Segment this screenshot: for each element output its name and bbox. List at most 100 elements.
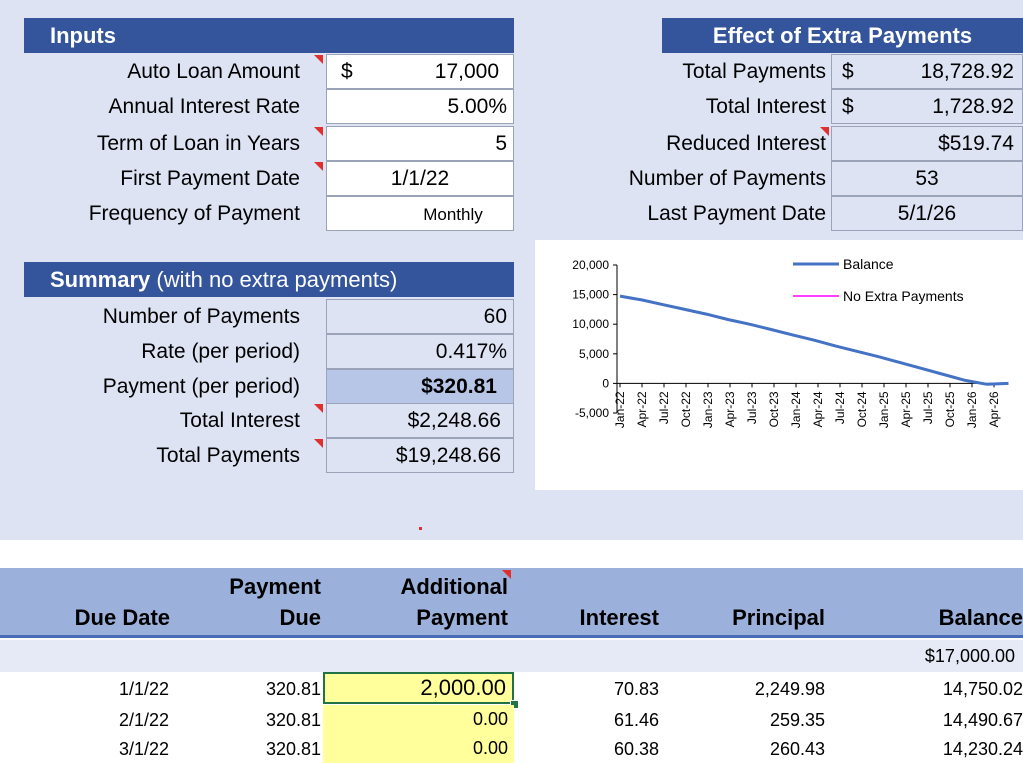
balance-chart-svg: 20,000 15,000 10,000 5,000 0 -5,000 Jan-22 Apr-…	[572, 256, 1009, 428]
payment-per-period-cell[interactable]: $320.81	[326, 369, 514, 404]
summary-total-payments-label: Total Payments	[156, 444, 300, 467]
x-tick-label: Oct-24	[855, 391, 869, 427]
x-tick-label: Jan-22	[613, 391, 627, 428]
cell-additional-payment-selected[interactable]: 2,000.00	[323, 672, 514, 704]
y-tick-label: -5,000	[575, 406, 609, 420]
col-additional-payment-header-line2: Payment	[416, 605, 508, 630]
x-tick-label: Jan-23	[701, 391, 715, 428]
table-row: 1/1/22 320.81 2,000.00 70.83 2,249.98 14…	[0, 672, 1023, 709]
amortization-table-header: Due Date Payment Due Additional Payment …	[0, 568, 1023, 638]
x-tick-label: Jan-25	[877, 391, 891, 428]
summary-total-payments-cell[interactable]: $19,248.66	[326, 438, 514, 473]
annual-interest-rate-input[interactable]: 5.00%	[326, 89, 514, 124]
cell-additional-payment[interactable]: 0.00	[323, 705, 514, 734]
frequency-label: Frequency of Payment	[88, 202, 300, 225]
cell-additional-payment[interactable]: 0.00	[323, 734, 514, 763]
selection-marker	[419, 527, 422, 530]
first-payment-date-label: First Payment Date	[120, 167, 300, 190]
rate-per-period-cell[interactable]: 0.417%	[326, 334, 514, 369]
effect-total-payments-value: 18,728.92	[920, 60, 1014, 83]
effect-number-of-payments-cell[interactable]: 53	[831, 161, 1023, 196]
x-tick-label: Apr-24	[811, 391, 825, 427]
starting-balance-row: $17,000.00	[0, 640, 1023, 672]
x-tick-label: Jul-24	[833, 391, 847, 424]
last-payment-date-cell[interactable]: 5/1/26	[831, 196, 1023, 231]
cell-due-date[interactable]: 1/1/22	[118, 679, 169, 699]
y-tick-label: 10,000	[572, 317, 609, 331]
total-payments-label: Total Payments	[682, 60, 826, 83]
effect-total-payments-cell[interactable]: $ 18,728.92	[831, 54, 1023, 89]
y-tick-label: 5,000	[579, 347, 609, 361]
cell-principal[interactable]: 259.35	[769, 710, 825, 730]
x-tick-label: Jan-26	[965, 391, 979, 428]
comment-indicator	[314, 55, 323, 64]
comment-indicator	[314, 404, 323, 413]
last-payment-date-label: Last Payment Date	[647, 202, 826, 225]
col-payment-due-header-line2: Due	[279, 605, 321, 630]
calculator-area: Inputs Auto Loan Amount $ 17,000 Annual …	[0, 0, 1023, 540]
summary-number-of-payments-label: Number of Payments	[102, 305, 300, 328]
auto-loan-amount-input[interactable]: $ 17,000	[326, 54, 514, 89]
frequency-select[interactable]: Monthly	[326, 196, 514, 231]
x-tick-label: Jan-24	[789, 391, 803, 428]
col-principal-header: Principal	[732, 605, 825, 630]
cell-payment-due[interactable]: 320.81	[265, 679, 321, 699]
summary-subtitle: (with no extra payments)	[150, 267, 398, 292]
col-interest-header: Interest	[579, 605, 659, 630]
col-due-date-header: Due Date	[74, 605, 170, 630]
x-tick-label: Oct-25	[943, 391, 957, 427]
col-additional-payment-header-line1: Additional	[400, 574, 508, 599]
x-tick-label: Jul-22	[657, 391, 671, 424]
effect-header: Effect of Extra Payments	[662, 18, 1023, 53]
summary-total-interest-label: Total Interest	[179, 409, 300, 432]
summary-total-interest-cell[interactable]: $2,248.66	[326, 403, 514, 438]
summary-header: Summary (with no extra payments)	[24, 262, 514, 297]
effect-total-interest-value: 1,728.92	[932, 95, 1014, 118]
summary-number-of-payments-cell[interactable]: 60	[326, 299, 514, 334]
payment-per-period-label: Payment (per period)	[102, 375, 300, 398]
cell-payment-due[interactable]: 320.81	[265, 739, 321, 759]
cell-due-date[interactable]: 2/1/22	[118, 710, 169, 730]
reduced-interest-cell[interactable]: $519.74	[831, 126, 1023, 161]
term-years-input[interactable]: 5	[326, 126, 514, 161]
cell-interest[interactable]: 60.38	[613, 739, 659, 759]
table-row: 3/1/22 320.81 0.00 60.38 260.43 14,230.2…	[0, 734, 1023, 763]
cell-interest[interactable]: 61.46	[613, 710, 659, 730]
x-tick-label: Jul-25	[921, 391, 935, 424]
x-tick-label: Apr-23	[723, 391, 737, 427]
cell-principal[interactable]: 2,249.98	[754, 679, 825, 699]
balance-series-line	[619, 294, 1009, 386]
first-payment-date-input[interactable]: 1/1/22	[326, 161, 514, 196]
cell-balance[interactable]: 14,230.24	[942, 739, 1023, 759]
comment-indicator	[820, 127, 829, 136]
comment-indicator	[314, 127, 323, 136]
x-tick-label: Oct-23	[767, 391, 781, 427]
y-tick-label: 15,000	[572, 288, 609, 302]
inputs-header: Inputs	[24, 18, 514, 53]
x-tick-label: Apr-26	[987, 391, 1001, 427]
col-balance-header: Balance	[938, 605, 1023, 630]
auto-loan-amount-label: Auto Loan Amount	[127, 60, 300, 83]
reduced-interest-label: Reduced Interest	[666, 132, 826, 155]
term-years-label: Term of Loan in Years	[96, 132, 300, 155]
cell-due-date[interactable]: 3/1/22	[118, 739, 169, 759]
effect-total-interest-label: Total Interest	[705, 95, 826, 118]
x-tick-label: Apr-25	[899, 391, 913, 427]
cell-interest[interactable]: 70.83	[613, 679, 659, 699]
y-tick-label: 0	[602, 376, 609, 390]
starting-balance-value: $17,000.00	[924, 646, 1015, 666]
comment-indicator	[314, 439, 323, 448]
summary-title: Summary	[50, 267, 151, 292]
cell-balance[interactable]: 14,750.02	[942, 679, 1023, 699]
currency-symbol: $	[842, 95, 854, 118]
fill-handle[interactable]	[510, 700, 519, 709]
cell-payment-due[interactable]: 320.81	[265, 710, 321, 730]
comment-indicator	[314, 162, 323, 171]
cell-principal[interactable]: 260.43	[769, 739, 825, 759]
table-row: 2/1/22 320.81 0.00 61.46 259.35 14,490.6…	[0, 705, 1023, 734]
effect-total-interest-cell[interactable]: $ 1,728.92	[831, 89, 1023, 124]
cell-balance[interactable]: 14,490.67	[942, 710, 1023, 730]
col-payment-due-header-line1: Payment	[229, 574, 321, 599]
comment-indicator	[502, 570, 511, 579]
balance-chart[interactable]: 20,000 15,000 10,000 5,000 0 -5,000 Jan-22 Apr-…	[535, 240, 1023, 490]
